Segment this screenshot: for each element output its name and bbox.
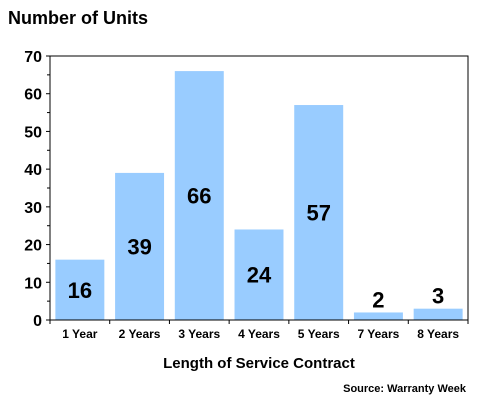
- bar: [353, 312, 403, 320]
- y-tick-label: 60: [24, 87, 42, 104]
- y-tick-label: 20: [24, 238, 42, 255]
- y-tick-label: 0: [33, 313, 42, 330]
- source-note: Source: Warranty Week: [343, 383, 467, 395]
- x-tick-label: 2 Years: [119, 327, 161, 341]
- x-tick-label: 5 Years: [298, 327, 340, 341]
- bars: 16 39 66 24 57 2 3: [55, 71, 463, 321]
- y-tick-label: 70: [24, 49, 42, 66]
- bar: [115, 172, 165, 320]
- x-tick-label: 3 Years: [178, 327, 220, 341]
- data-label: 16: [68, 278, 92, 303]
- y-axis: 0 10 20 30 40 50 60 70: [24, 49, 50, 330]
- bar: [413, 308, 463, 320]
- y-tick-label: 10: [24, 275, 42, 292]
- data-label: 39: [127, 234, 151, 259]
- plot-frame: [49, 55, 469, 321]
- bar: [234, 229, 284, 320]
- data-label: 24: [247, 263, 272, 288]
- y-tick-label: 50: [24, 124, 42, 141]
- data-label: 2: [372, 287, 384, 312]
- x-tick-label: 4 Years: [238, 327, 280, 341]
- bar: [55, 259, 105, 320]
- bar: [174, 71, 224, 320]
- bar: [294, 105, 344, 321]
- x-axis: 1 Year 2 Years 3 Years 4 Years 5 Years 7 Year…: [49, 320, 469, 341]
- x-tick-label: 1 Year: [62, 327, 97, 341]
- x-tick-label: 8 Years: [417, 327, 459, 341]
- data-label: 3: [432, 284, 444, 309]
- chart-title: Number of Units: [8, 8, 148, 28]
- data-label: 66: [187, 184, 211, 209]
- x-tick-label: 7 Years: [358, 327, 400, 341]
- y-tick-label: 30: [24, 200, 42, 217]
- y-tick-label: 40: [24, 162, 42, 179]
- x-axis-label: Length of Service Contract: [163, 355, 355, 372]
- data-label: 57: [306, 201, 330, 226]
